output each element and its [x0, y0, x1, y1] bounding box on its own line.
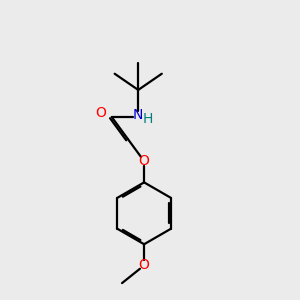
Text: O: O: [139, 154, 149, 168]
Text: H: H: [142, 112, 153, 126]
Text: O: O: [139, 258, 149, 272]
Text: N: N: [133, 108, 143, 122]
Text: O: O: [95, 106, 106, 120]
